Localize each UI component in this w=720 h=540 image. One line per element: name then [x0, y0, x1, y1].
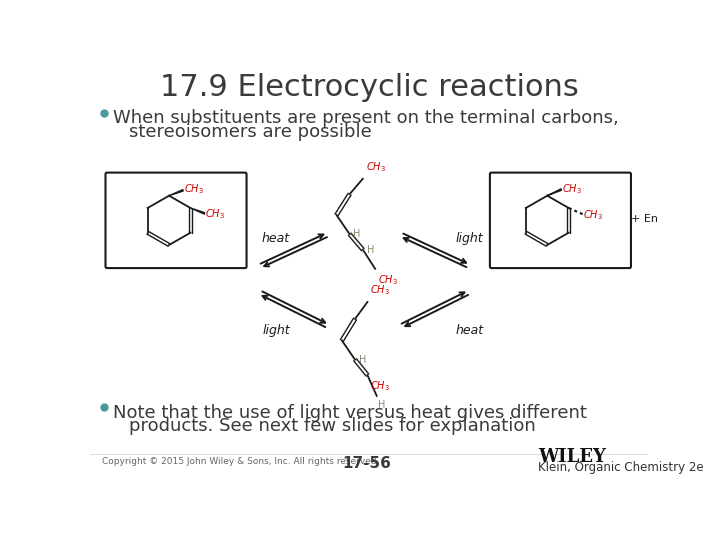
Text: When substituents are present on the terminal carbons,: When substituents are present on the ter…	[113, 109, 619, 127]
Text: H: H	[378, 400, 386, 410]
Text: H: H	[354, 229, 361, 239]
Polygon shape	[191, 208, 204, 214]
Text: H: H	[366, 245, 374, 254]
Text: Note that the use of light versus heat gives different: Note that the use of light versus heat g…	[113, 403, 587, 422]
Text: WILEY: WILEY	[538, 448, 606, 466]
Text: CH$_3$: CH$_3$	[366, 160, 386, 174]
Text: CH$_3$: CH$_3$	[583, 208, 603, 222]
Text: CH$_3$: CH$_3$	[377, 273, 397, 287]
Text: heat: heat	[456, 324, 484, 337]
FancyBboxPatch shape	[490, 173, 631, 268]
Text: CH$_3$: CH$_3$	[562, 182, 582, 195]
Text: + En: + En	[631, 214, 658, 224]
Text: 17.9 Electrocyclic reactions: 17.9 Electrocyclic reactions	[160, 72, 578, 102]
Text: Copyright © 2015 John Wiley & Sons, Inc. All rights reserved.: Copyright © 2015 John Wiley & Sons, Inc.…	[102, 457, 379, 467]
Text: light: light	[262, 324, 290, 337]
Text: 17-56: 17-56	[342, 456, 391, 471]
Text: CH$_3$: CH$_3$	[205, 207, 225, 221]
Text: H: H	[359, 355, 366, 365]
Text: products. See next few slides for explanation: products. See next few slides for explan…	[129, 417, 536, 435]
FancyBboxPatch shape	[106, 173, 246, 268]
Text: heat: heat	[262, 232, 290, 245]
Text: stereoisomers are possible: stereoisomers are possible	[129, 123, 372, 140]
Text: light: light	[456, 232, 483, 245]
Text: Klein, Organic Chemistry 2e: Klein, Organic Chemistry 2e	[538, 461, 703, 474]
Text: CH$_3$: CH$_3$	[184, 183, 204, 197]
Text: CH$_3$: CH$_3$	[370, 379, 390, 393]
Polygon shape	[169, 190, 183, 195]
Text: CH$_3$: CH$_3$	[370, 284, 390, 298]
Polygon shape	[547, 189, 561, 195]
